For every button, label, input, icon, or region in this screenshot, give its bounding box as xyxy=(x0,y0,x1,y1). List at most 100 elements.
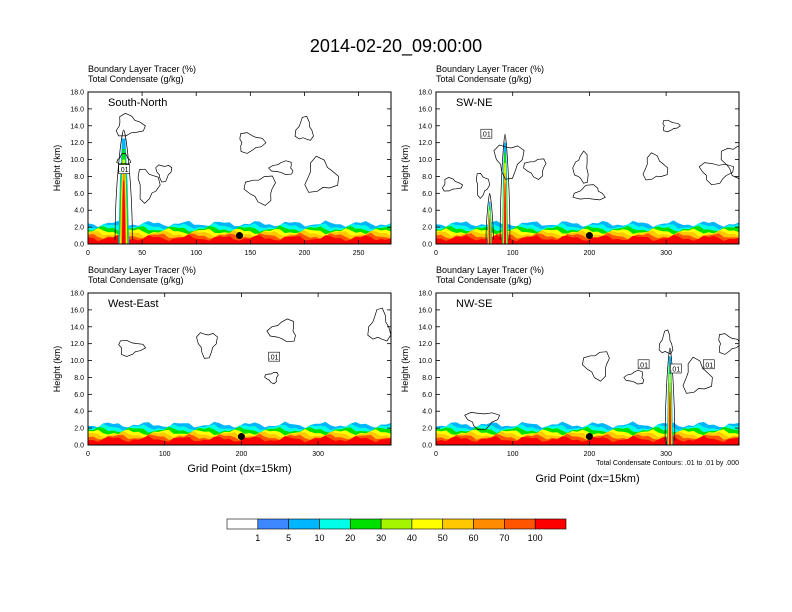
plot-area xyxy=(436,92,739,244)
cloud-contour xyxy=(662,119,681,133)
plot-frame xyxy=(435,292,740,446)
cloud-contour xyxy=(572,184,606,201)
location-marker xyxy=(585,232,593,240)
cloud-contour xyxy=(116,153,132,165)
y-tick-label: 2.0 xyxy=(74,225,84,232)
panel-header-line: Boundary Layer Tracer (%) xyxy=(88,64,196,74)
y-axis-label: Height (km) xyxy=(400,145,410,192)
x-tick-label: 100 xyxy=(159,451,171,458)
x-tick-label: 200 xyxy=(236,451,248,458)
colorbar-label: 70 xyxy=(499,533,509,543)
y-tick-label: 0.0 xyxy=(422,242,432,249)
tracer-band xyxy=(88,234,391,244)
panel-header-line: Total Condensate (g/kg) xyxy=(88,275,184,285)
contour-label: .01 xyxy=(670,367,680,374)
x-tick-label: 100 xyxy=(507,250,519,257)
cloud-contour xyxy=(623,369,645,385)
plot-area xyxy=(88,92,391,244)
cloud-contour xyxy=(493,144,525,180)
plot-area xyxy=(88,293,391,445)
panel-header-line: Boundary Layer Tracer (%) xyxy=(88,265,196,275)
y-tick-label: 8.0 xyxy=(74,375,84,382)
cloud-contour xyxy=(294,115,314,141)
x-tick-label: 300 xyxy=(660,451,672,458)
colorbar-swatch xyxy=(411,518,444,530)
y-axis-label: Height (km) xyxy=(52,145,62,192)
y-tick-label: 10.0 xyxy=(70,358,84,365)
contour-label-box xyxy=(480,128,493,139)
y-tick-label: 16.0 xyxy=(70,106,84,113)
y-tick-label: 16.0 xyxy=(418,307,432,314)
colorbar-swatch xyxy=(380,518,413,530)
y-tick-label: 4.0 xyxy=(422,208,432,215)
cloud-contour xyxy=(367,307,391,342)
cloud-contour xyxy=(155,164,173,183)
y-axis-label: Height (km) xyxy=(52,346,62,393)
cloud-contour xyxy=(582,351,610,382)
x-tick-label: 300 xyxy=(312,451,324,458)
colorbar-swatch xyxy=(257,518,289,530)
colorbar: 1 5 10 20 30 40 50 60 70 100 xyxy=(226,518,567,543)
colorbar-label: 50 xyxy=(438,533,448,543)
y-tick-label: 0.0 xyxy=(422,443,432,450)
panel-name: SW-NE xyxy=(456,97,492,109)
x-tick-label: 0 xyxy=(86,250,90,257)
panel-name: NW-SE xyxy=(456,298,492,310)
panel-west-east: Boundary Layer Tracer (%)Total Condensat… xyxy=(52,265,392,475)
y-tick-label: 12.0 xyxy=(418,341,432,348)
y-tick-label: 18.0 xyxy=(418,90,432,97)
cloud-contour xyxy=(658,329,674,355)
tracer-plume xyxy=(121,180,126,244)
y-tick-label: 12.0 xyxy=(70,140,84,147)
panel-name: West-East xyxy=(108,298,159,310)
colorbar-swatch xyxy=(473,518,505,530)
condensate-contour xyxy=(485,192,494,240)
contour-label: .01 xyxy=(119,167,129,174)
cloud-contour xyxy=(718,333,739,355)
colorbar-label: 100 xyxy=(528,533,543,543)
y-tick-label: 14.0 xyxy=(70,123,84,130)
location-marker xyxy=(236,232,243,240)
colorbar-label: 20 xyxy=(345,533,355,543)
panel-header-line: Boundary Layer Tracer (%) xyxy=(436,265,544,275)
cloud-contour xyxy=(137,168,161,204)
panels: Boundary Layer Tracer (%)Total Condensat… xyxy=(52,64,740,485)
colorbar-swatch xyxy=(442,518,474,530)
location-marker xyxy=(585,433,593,441)
contour-label-box xyxy=(118,164,131,174)
main-title: 2014-02-20_09:00:00 xyxy=(310,36,482,57)
colorbar-swatch xyxy=(349,518,382,530)
plot-background xyxy=(436,92,739,244)
panel-south-north: Boundary Layer Tracer (%)Total Condensat… xyxy=(52,64,392,257)
y-tick-label: 18.0 xyxy=(70,291,84,298)
plot-area xyxy=(436,293,739,445)
cloud-contour xyxy=(266,318,296,343)
colorbar-swatch xyxy=(288,518,320,530)
y-tick-label: 2.0 xyxy=(422,426,432,433)
x-tick-label: 100 xyxy=(190,250,202,257)
y-tick-label: 18.0 xyxy=(418,291,432,298)
y-tick-label: 16.0 xyxy=(418,106,432,113)
plot-background xyxy=(88,293,391,445)
cloud-contour xyxy=(118,340,147,357)
y-tick-label: 4.0 xyxy=(422,409,432,416)
x-tick-label: 300 xyxy=(660,250,672,257)
panel-sw-ne: Boundary Layer Tracer (%)Total Condensat… xyxy=(400,64,740,257)
panel-header-line: Boundary Layer Tracer (%) xyxy=(436,64,544,74)
colorbar-swatch xyxy=(504,518,536,530)
y-tick-label: 10.0 xyxy=(418,358,432,365)
colorbar-label: 60 xyxy=(469,533,479,543)
contour-label: .01 xyxy=(269,355,279,362)
y-tick-label: 6.0 xyxy=(422,191,432,198)
y-tick-label: 2.0 xyxy=(422,225,432,232)
y-tick-label: 8.0 xyxy=(74,174,84,181)
y-tick-label: 14.0 xyxy=(418,324,432,331)
cloud-contour xyxy=(642,152,669,181)
contour-footnote: Total Condensate Contours: .01 to .01 by… xyxy=(596,460,739,467)
plot-background xyxy=(88,92,391,244)
location-marker xyxy=(237,433,245,441)
contour-label: .01 xyxy=(638,362,648,369)
panel-header-line: Total Condensate (g/kg) xyxy=(436,275,532,285)
contour-label-box xyxy=(637,359,650,370)
x-tick-label: 200 xyxy=(299,250,311,257)
